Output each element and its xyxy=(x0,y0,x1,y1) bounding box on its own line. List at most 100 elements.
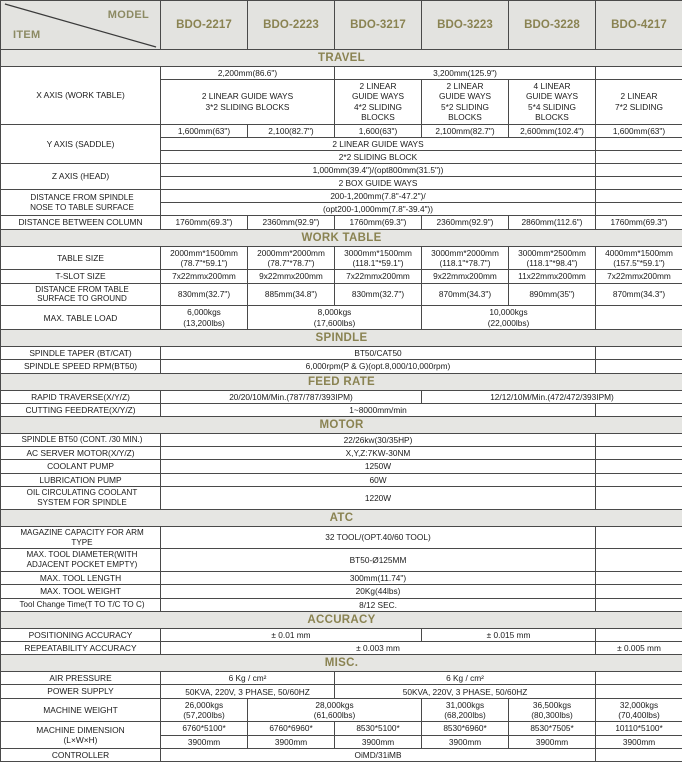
empty-cell xyxy=(595,305,682,330)
table-row: REPEATABILITY ACCURACY ± 0.003 mm ± 0.005 … xyxy=(0,640,682,656)
value-cell: 26,000kgs (57,200lbs) xyxy=(160,697,248,723)
value-cell: 2000mm*1500mm (78.7"*59.1") xyxy=(160,245,248,271)
table-row: OIL CIRCULATING COOLANT SYSTEM FOR SPINDL… xyxy=(0,485,682,510)
empty-cell xyxy=(595,571,682,586)
value-cell: 870mm(34.3") xyxy=(421,282,509,307)
section-title-motor: MOTOR xyxy=(0,416,682,435)
row-label: MAX. TOOL DIAMETER(WITH ADJACENT POCKET E… xyxy=(0,548,161,573)
header-item-label: ITEM xyxy=(13,28,41,41)
value-cell: 4000mm*1500mm (157.5"*59.1") xyxy=(595,245,682,271)
value-cell: 3000mm*2500mm (118.1"*98.4") xyxy=(508,245,596,271)
value-cell: 12/12/10M/Min.(472/472/393IPM) xyxy=(421,389,682,404)
value-cell: 6 Kg / cm² xyxy=(334,671,596,686)
row-label: REPEATABILITY ACCURACY xyxy=(0,640,161,656)
section-row: WORK TABLE xyxy=(0,228,682,247)
value-cell: ± 0.015 mm xyxy=(421,627,596,642)
value-cell: 1,600mm(63") xyxy=(160,123,248,138)
empty-cell xyxy=(595,747,682,762)
table-row: LUBRICATION PUMP 60W xyxy=(0,472,682,487)
value-cell: 3900mm xyxy=(508,734,596,749)
value-cell: 6,000kgs (13,200lbs) xyxy=(160,305,248,330)
value-cell: 8530*6960* xyxy=(421,721,509,736)
value-cell: 8/12 SEC. xyxy=(160,597,596,612)
table-row: POSITIONING ACCURACY ± 0.01 mm ± 0.015 mm xyxy=(0,627,682,642)
model-header-bdo-2223[interactable]: BDO-2223 xyxy=(247,0,335,50)
section-row: FEED RATE xyxy=(0,372,682,391)
value-cell: BT50-Ø125MM xyxy=(160,548,596,573)
value-cell: 36,500kgs (80,300lbs) xyxy=(508,697,596,723)
table-row: CUTTING FEEDRATE(X/Y/Z) 1~8000mm/min xyxy=(0,402,682,418)
value-cell: 20/20/10M/Min.(787/787/393IPM) xyxy=(160,389,422,404)
value-cell: ± 0.005 mm xyxy=(595,640,682,656)
value-cell: 32 TOOL/(OPT.40/60 TOOL) xyxy=(160,525,596,550)
table-row: 2 LINEAR GUIDE WAYS 3*2 SLIDING BLOCKS 2 L… xyxy=(1,79,682,125)
row-label: TABLE SIZE xyxy=(0,245,161,271)
model-header-bdo-3217[interactable]: BDO-3217 xyxy=(334,0,422,50)
model-header-bdo-3228[interactable]: BDO-3228 xyxy=(508,0,596,50)
value-cell: 10110*5100* xyxy=(595,721,682,736)
value-cell: 830mm(32.7") xyxy=(160,282,248,307)
section-title-misc: MISC. xyxy=(0,654,682,673)
section-row: ATC xyxy=(0,508,682,527)
value-cell: 870mm(34.3") xyxy=(595,282,682,307)
table-row: Y AXIS (SADDLE) 1,600mm(63") 2,100(82.7") 1… xyxy=(0,123,682,164)
row-label: MAX. TABLE LOAD xyxy=(0,305,161,330)
empty-cell xyxy=(595,597,682,612)
value-cell: (opt200-1,000mm(7.8"-39.4")) xyxy=(160,202,596,217)
value-cell: BT50/CAT50 xyxy=(160,346,596,361)
row-label: MAX. TOOL LENGTH xyxy=(0,571,161,586)
section-row: TRAVEL xyxy=(0,48,682,68)
table-row: DISTANCE FROM SPINDLE NOSE TO TABLE SURFA… xyxy=(0,189,682,217)
value-cell: 1,000mm(39.4")/(opt800mm(31.5")) xyxy=(160,162,596,178)
empty-cell xyxy=(595,402,682,418)
empty-cell xyxy=(595,459,682,474)
value-cell: X,Y,Z:7KW-30NM xyxy=(160,446,596,461)
value-cell: 2 BOX GUIDE WAYS xyxy=(160,175,596,191)
value-cell: 830mm(32.7") xyxy=(334,282,422,307)
empty-cell xyxy=(595,584,682,599)
value-cell: 300mm(11.74") xyxy=(160,571,596,586)
section-title-accuracy: ACCURACY xyxy=(0,610,682,629)
value-cell: 3,200mm(125.9") xyxy=(334,66,596,81)
value-cell: 1760mm(69.3") xyxy=(334,215,422,230)
row-label: DISTANCE FROM TABLE SURFACE TO GROUND xyxy=(0,282,161,307)
value-cell: 6 Kg / cm² xyxy=(160,671,335,686)
value-cell: 2 LINEAR GUIDE WAYS 4*2 SLIDING BLOCKS xyxy=(334,79,422,125)
row-label: X AXIS (WORK TABLE) xyxy=(0,66,161,125)
table-row: MAX. TOOL DIAMETER(WITH ADJACENT POCKET E… xyxy=(0,548,682,573)
table-row: SPINDLE BT50 (CONT. /30 MIN.) 22/26kw(30/… xyxy=(0,433,682,448)
empty-cell xyxy=(595,671,682,686)
value-cell: ± 0.003 mm xyxy=(160,640,596,656)
row-label: COOLANT PUMP xyxy=(0,459,161,474)
row-label: AIR PRESSURE xyxy=(0,671,161,686)
model-header-bdo-4217[interactable]: BDO-4217 xyxy=(595,0,682,50)
value-cell: 7x22mmx200mm xyxy=(160,269,248,284)
value-cell: 3000mm*1500mm (118.1"*59.1") xyxy=(334,245,422,271)
value-cell: 1760mm(69.3") xyxy=(595,215,682,230)
value-cell: 22/26kw(30/35HP) xyxy=(160,433,596,448)
table-row: AC SERVER MOTOR(X/Y/Z) X,Y,Z:7KW-30NM xyxy=(0,446,682,461)
row-label: AC SERVER MOTOR(X/Y/Z) xyxy=(0,446,161,461)
empty-cell xyxy=(595,149,682,164)
value-cell: 2,200mm(86.6") xyxy=(160,66,335,81)
model-header-bdo-3223[interactable]: BDO-3223 xyxy=(421,0,509,50)
row-label: POSITIONING ACCURACY xyxy=(0,627,161,642)
table-row: MAX. TOOL LENGTH 300mm(11.74") xyxy=(0,571,682,586)
row-label: CONTROLLER xyxy=(0,747,161,762)
value-cell: 885mm(34.8") xyxy=(247,282,335,307)
value-cell: 2*2 SLIDING BLOCK xyxy=(160,149,596,164)
value-cell: 1220W xyxy=(160,485,596,510)
value-cell: 50KVA, 220V, 3 PHASE, 50/60HZ xyxy=(334,684,596,699)
row-label: Tool Change Time(T TO T/C TO C) xyxy=(0,597,161,612)
value-cell: 9x22mmx200mm xyxy=(421,269,509,284)
table-row: MACHINE DIMENSION (L×W×H) 6760*5100* 6760*6… xyxy=(0,721,682,749)
row-label: DISTANCE BETWEEN COLUMN xyxy=(0,215,161,230)
value-cell: 3900mm xyxy=(160,734,248,749)
empty-cell xyxy=(595,66,682,81)
table-row: TABLE SIZE 2000mm*1500mm (78.7"*59.1") 2000… xyxy=(0,245,682,271)
model-header-bdo-2217[interactable]: BDO-2217 xyxy=(160,0,248,50)
table-row: MACHINE WEIGHT 26,000kgs (57,200lbs) 28,000… xyxy=(0,697,682,723)
empty-cell xyxy=(595,433,682,448)
section-row: MISC. xyxy=(0,654,682,673)
